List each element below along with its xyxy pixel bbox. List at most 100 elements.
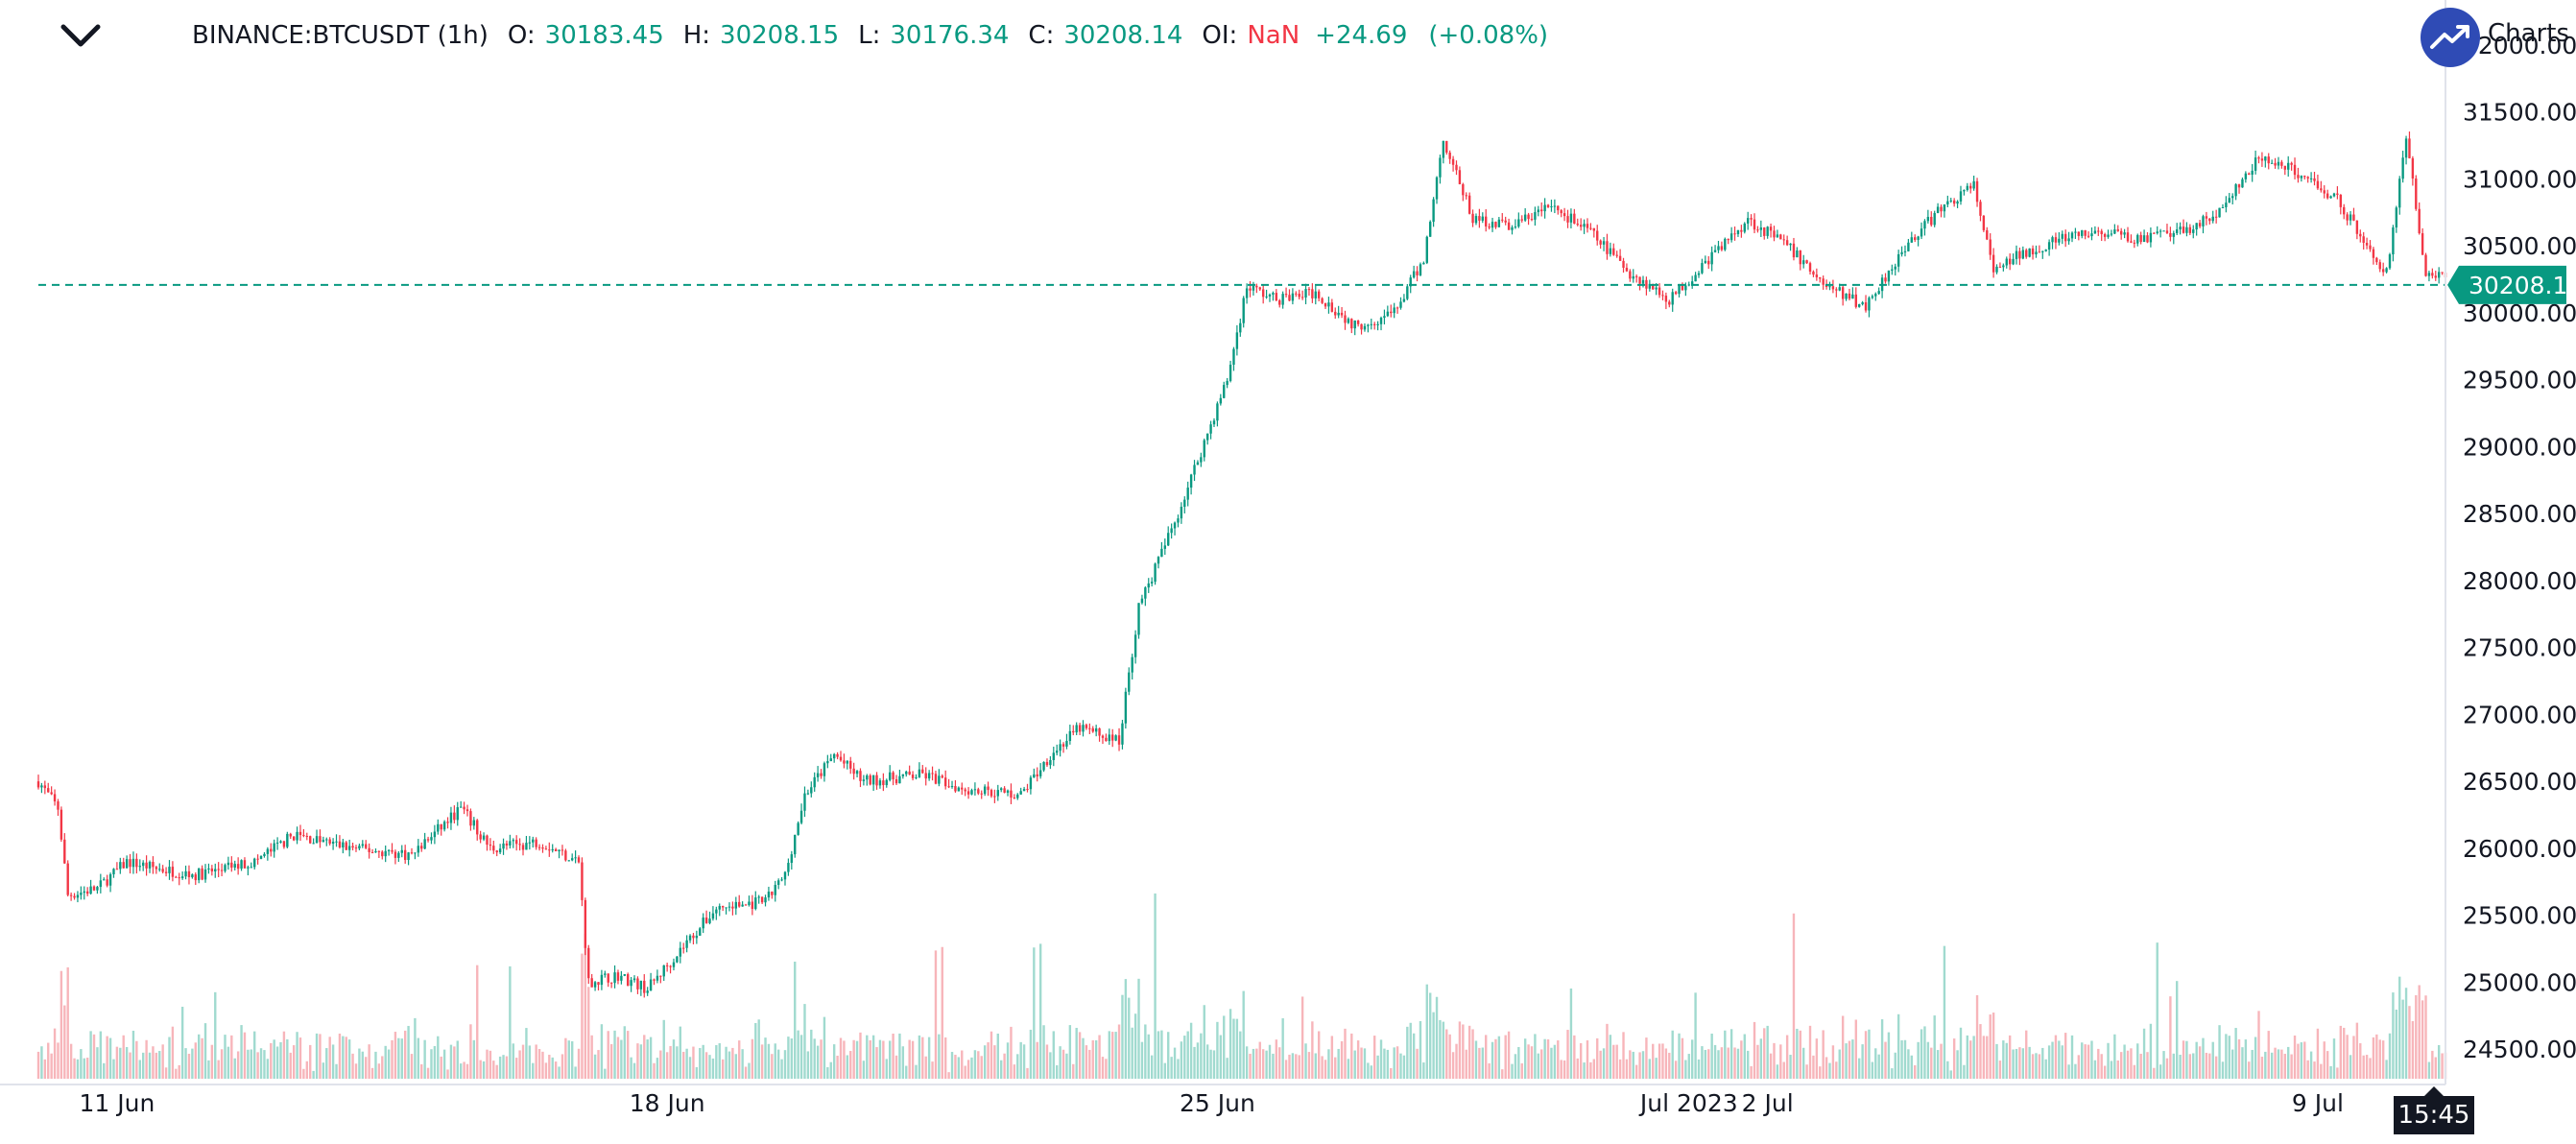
volume-bar	[911, 1040, 915, 1079]
candle	[417, 839, 420, 857]
volume-bar	[1467, 1025, 1471, 1079]
candle	[1133, 630, 1137, 664]
volume-bar	[918, 1035, 921, 1079]
volume-bar	[1687, 1054, 1690, 1079]
candle	[1334, 307, 1337, 320]
candle	[1016, 793, 1019, 800]
candle	[2392, 225, 2395, 262]
chevron-down-icon[interactable]	[60, 21, 102, 50]
volume-bar	[2208, 1053, 2211, 1079]
candle	[790, 850, 794, 870]
candle	[1874, 292, 1877, 301]
candle	[581, 857, 584, 907]
volume-bar	[1773, 1042, 1776, 1079]
volume-bar	[551, 1057, 554, 1079]
candle	[403, 845, 407, 864]
candle	[426, 836, 430, 843]
candle	[1517, 212, 1520, 228]
volume-bar	[509, 965, 512, 1079]
volume-bar	[2162, 1051, 2165, 1079]
volume-bar	[1006, 1042, 1010, 1079]
volume-bar	[1334, 1057, 1337, 1079]
candle	[1776, 229, 1779, 238]
volume-bar	[866, 1035, 869, 1079]
candle	[266, 846, 270, 861]
trend-up-icon[interactable]	[2421, 8, 2480, 67]
volume-bar	[2058, 1040, 2061, 1079]
volume-bar	[1082, 1037, 1085, 1079]
volume-bar	[1645, 1037, 1648, 1079]
candle	[977, 787, 980, 796]
price-axis[interactable]: 32000.0031500.0031000.0030500.0030000.00…	[2445, 0, 2576, 1084]
candle	[2225, 196, 2228, 213]
volume-bar	[1612, 1044, 1615, 1079]
volume-bar	[632, 1062, 636, 1079]
price-tick-label: 26000.00	[2463, 835, 2576, 863]
candle	[1917, 235, 1920, 247]
candle	[1697, 271, 1701, 278]
candle	[2051, 235, 2054, 250]
volume-bar	[2234, 1028, 2237, 1079]
candle	[243, 857, 247, 869]
volume-bar	[1111, 1032, 1114, 1079]
volume-bar	[1903, 1039, 1907, 1079]
candle	[1583, 219, 1586, 234]
volume-bar	[141, 1052, 145, 1079]
volume-bar	[1586, 1040, 1589, 1079]
volume-bar	[1344, 1028, 1347, 1079]
volume-bar	[1632, 1051, 1634, 1079]
volume-bar	[253, 1031, 256, 1079]
candle	[292, 836, 296, 842]
candle	[682, 942, 685, 954]
volume-bar	[2395, 1009, 2398, 1079]
candle	[1379, 316, 1383, 331]
candle	[1013, 794, 1016, 799]
volume-bar	[885, 1059, 888, 1079]
open-label: O:	[507, 21, 536, 50]
volume-bar	[1534, 1034, 1537, 1079]
volume-bar	[1799, 1030, 1801, 1079]
candle	[996, 784, 999, 801]
candle	[894, 775, 898, 785]
candle	[2165, 224, 2169, 234]
volume-bar	[748, 1062, 751, 1079]
volume-bar	[1455, 1043, 1458, 1079]
candle	[135, 853, 138, 874]
volume-bar	[961, 1050, 964, 1079]
volume-bar	[417, 1037, 420, 1079]
volume-bar	[1114, 1032, 1117, 1079]
volume-bar	[1517, 1046, 1520, 1079]
candle	[446, 817, 449, 829]
volume-bar	[604, 1068, 607, 1079]
volume-bar	[449, 1044, 453, 1079]
candle	[347, 839, 351, 857]
candle	[2290, 161, 2293, 171]
volume-bar	[1864, 1031, 1868, 1079]
volume-bar	[1907, 1049, 1910, 1079]
candle	[1425, 235, 1428, 265]
candle	[256, 854, 259, 865]
volume-bar	[2329, 1065, 2332, 1079]
candle	[1729, 226, 1733, 243]
symbol-label[interactable]: BINANCE:BTCUSDT (1h)	[192, 21, 489, 50]
candle	[943, 770, 947, 790]
volume-bar	[1779, 1044, 1782, 1079]
candle	[2323, 185, 2326, 199]
candle	[2149, 226, 2153, 248]
volume-bar	[1272, 1053, 1275, 1079]
volume-bar	[2411, 1020, 2415, 1079]
volume-bar	[1045, 1044, 1049, 1079]
volume-bar	[1068, 1025, 1072, 1079]
candle	[518, 838, 521, 851]
volume-bar	[1307, 1052, 1311, 1079]
candle	[1432, 197, 1435, 227]
candle	[89, 879, 92, 895]
volume-bar	[1170, 1057, 1173, 1079]
candle	[1105, 733, 1108, 742]
candle	[1261, 284, 1265, 304]
time-axis[interactable]: 11 Jun 18 Jun 25 Jun Jul 2023 2 Jul 9 Jul	[0, 1084, 2445, 1117]
volume-bar	[446, 1069, 449, 1079]
volume-bar	[1061, 1049, 1065, 1079]
candle	[1634, 274, 1638, 283]
